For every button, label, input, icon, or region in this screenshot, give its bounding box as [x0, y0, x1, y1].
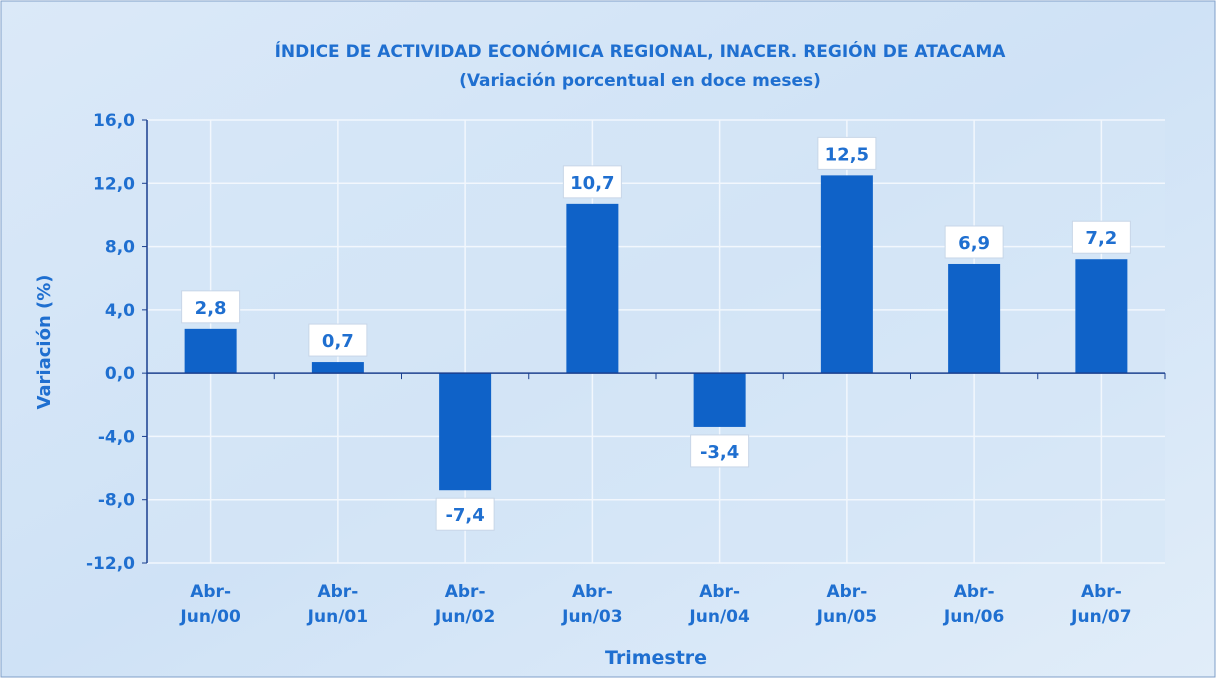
x-tick-label: Abr- Jun/03	[561, 582, 622, 627]
y-axis-label: Variación (%)	[34, 274, 55, 409]
x-tick-label: Abr- Jun/02	[434, 582, 495, 627]
x-tick-label: Abr- Jun/05	[816, 582, 877, 627]
value-label: 2,8	[195, 298, 227, 319]
x-tick-label-line: Abr-	[572, 582, 613, 602]
value-label-box	[435, 497, 495, 531]
bar	[184, 328, 237, 374]
x-tick-label: Abr- Jun/01	[307, 582, 368, 627]
x-tick-label-line: Jun/01	[307, 607, 368, 627]
bar	[820, 175, 873, 374]
value-label: 0,7	[322, 331, 354, 352]
bar	[311, 362, 364, 374]
y-tick-label: 16,0	[93, 111, 135, 131]
bar	[439, 373, 492, 491]
value-label-box	[181, 290, 241, 324]
bar	[566, 203, 619, 374]
x-tick-label-line: Jun/03	[561, 607, 622, 627]
x-tick-label: Abr- Jun/06	[943, 582, 1004, 627]
x-tick-label-line: Jun/02	[434, 607, 495, 627]
y-tick-label: 0,0	[105, 364, 135, 384]
x-tick-label-line: Jun/06	[943, 607, 1004, 627]
value-label-box	[562, 165, 622, 199]
chart-subtitle: (Variación porcentual en doce meses)	[459, 71, 821, 91]
plot-area	[147, 120, 1165, 563]
value-label: -7,4	[445, 505, 484, 526]
y-tick-label: 4,0	[105, 301, 135, 321]
x-tick-label-line: Abr-	[190, 582, 231, 602]
x-tick-label-line: Abr-	[1081, 582, 1122, 602]
x-tick-label: Abr- Jun/07	[1070, 582, 1131, 627]
x-tick-label-line: Abr-	[699, 582, 740, 602]
value-label: 6,9	[958, 233, 990, 254]
y-tick-label: -12,0	[86, 554, 135, 574]
value-label: 12,5	[825, 144, 869, 165]
y-tick-label: 8,0	[105, 238, 135, 258]
value-label: 10,7	[570, 173, 614, 194]
value-label: -3,4	[700, 442, 739, 463]
bar	[948, 263, 1001, 374]
x-tick-label-line: Abr-	[317, 582, 358, 602]
x-tick-label-line: Jun/00	[179, 607, 241, 627]
y-tick-label: -8,0	[98, 491, 135, 511]
bar	[693, 373, 746, 427]
y-tick-label: -4,0	[98, 427, 135, 447]
chart-title: ÍNDICE DE ACTIVIDAD ECONÓMICA REGIONAL, …	[275, 40, 1007, 62]
x-tick-label-line: Jun/04	[688, 607, 750, 627]
value-label-box	[944, 225, 1004, 259]
value-label-box	[308, 323, 368, 357]
x-tick-label-line: Abr-	[954, 582, 995, 602]
x-tick-label-line: Abr-	[826, 582, 867, 602]
x-tick-label: Abr- Jun/04	[688, 582, 750, 627]
value-label-box	[690, 434, 750, 468]
x-tick-label: Abr- Jun/00	[179, 582, 241, 627]
x-axis-label: Trimestre	[605, 647, 707, 669]
x-tick-label-line: Abr-	[445, 582, 486, 602]
bar	[1075, 259, 1128, 374]
x-tick-label-line: Jun/07	[1070, 607, 1131, 627]
x-tick-label-line: Jun/05	[816, 607, 877, 627]
value-label-box	[817, 136, 877, 170]
value-label-box	[1071, 220, 1131, 254]
y-tick-label: 12,0	[93, 174, 135, 194]
value-label: 7,2	[1085, 228, 1117, 249]
